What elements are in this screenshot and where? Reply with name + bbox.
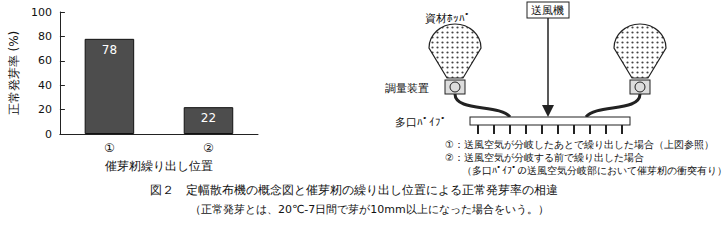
svg-text:40: 40 (38, 79, 52, 92)
svg-text:資材ﾎｯﾊﾟ: 資材ﾎｯﾊﾟ (425, 12, 471, 25)
svg-text:調量装置: 調量装置 (385, 82, 429, 95)
svg-text:多口ﾊﾟｲﾌﾟ: 多口ﾊﾟｲﾌﾟ (395, 116, 447, 129)
svg-text:②: ② (203, 141, 214, 155)
svg-text:送風機: 送風機 (531, 4, 564, 17)
html-text:図２ 定幅散布機の概念図と催芽籾の繰り出し位置による正常発芽: 図２ 定幅散布機の概念図と催芽籾の繰り出し位置による正常発芽率の相違 (150, 183, 558, 197)
svg-text:①：送風空気が分岐したあとで繰り出した場合（上図参照）: ①：送風空気が分岐したあとで繰り出した場合（上図参照） (445, 139, 714, 150)
svg-text:催芽籾繰り出し位置: 催芽籾繰り出し位置 (105, 159, 213, 173)
svg-text:0: 0 (45, 128, 52, 141)
svg-text:②：送風空気が分岐する前で繰り出した場合: ②：送風空気が分岐する前で繰り出した場合 (445, 152, 644, 163)
svg-text:正常発芽率 (%): 正常発芽率 (%) (7, 31, 21, 116)
svg-text:22: 22 (201, 111, 216, 125)
svg-text:78: 78 (102, 43, 117, 57)
svg-text:①: ① (104, 141, 115, 155)
svg-text:（多口ﾊﾟｲﾌﾟの送風空気分岐部において催芽籾の衝突有り）: （多口ﾊﾟｲﾌﾟの送風空気分岐部において催芽籾の衝突有り） (462, 165, 725, 176)
html-text:（正常発芽とは、20℃-7日間で芽が10mm以上になった場合: （正常発芽とは、20℃-7日間で芽が10mm以上になった場合をいう。） (190, 203, 549, 216)
svg-text:20: 20 (38, 103, 52, 116)
svg-text:100: 100 (31, 6, 52, 19)
svg-text:60: 60 (38, 54, 52, 67)
svg-text:80: 80 (38, 30, 52, 43)
